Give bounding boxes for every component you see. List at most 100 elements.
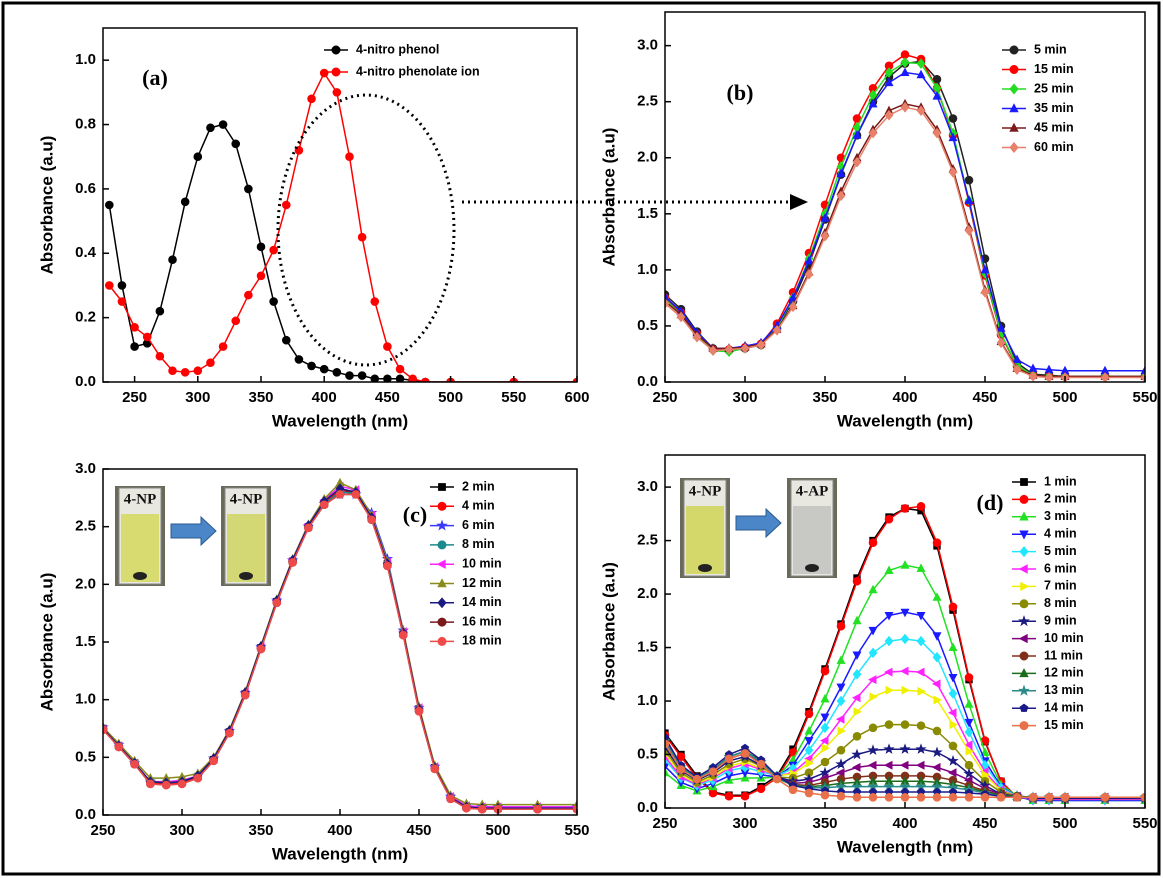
marker xyxy=(835,768,845,778)
marker xyxy=(916,721,926,730)
legend-marker xyxy=(1020,478,1028,486)
marker xyxy=(836,695,846,707)
catalyst xyxy=(133,572,147,580)
catalyst xyxy=(805,564,819,572)
vial-label: 4-NP xyxy=(124,491,157,507)
marker xyxy=(836,621,846,631)
marker xyxy=(345,371,354,380)
marker xyxy=(462,803,471,813)
marker xyxy=(980,264,990,274)
marker xyxy=(948,741,958,751)
marker xyxy=(900,793,910,802)
marker xyxy=(1012,364,1022,375)
marker xyxy=(665,298,670,309)
x-tick-label: 400 xyxy=(327,822,352,839)
legend-marker xyxy=(1020,581,1030,592)
marker xyxy=(272,598,282,608)
marker xyxy=(155,351,165,361)
marker xyxy=(916,58,926,69)
marker xyxy=(883,667,893,677)
marker xyxy=(916,793,926,802)
x-axis-title: Wavelength (nm) xyxy=(272,411,408,430)
x-tick-label: 550 xyxy=(564,822,589,839)
x-tick-label: 500 xyxy=(1052,815,1077,832)
marker xyxy=(852,793,862,802)
y-tick-label: 1.0 xyxy=(75,51,96,68)
marker xyxy=(820,213,830,222)
marker xyxy=(820,230,830,242)
marker xyxy=(740,749,750,758)
y-tick-label: 3.0 xyxy=(637,478,658,495)
marker xyxy=(1140,372,1145,382)
marker xyxy=(665,739,670,749)
marker xyxy=(180,197,190,207)
vial-label: 4-NP xyxy=(230,491,263,507)
marker xyxy=(804,269,814,280)
marker xyxy=(867,760,877,770)
marker xyxy=(932,127,942,139)
marker xyxy=(804,709,814,719)
legend-marker xyxy=(1009,142,1019,153)
marker xyxy=(1044,793,1054,802)
legend-label: 25 min xyxy=(1034,81,1074,95)
x-tick-label: 450 xyxy=(972,815,997,832)
legend-label: 15 min xyxy=(1034,62,1074,76)
x-tick-label: 450 xyxy=(972,389,997,406)
marker xyxy=(900,633,910,645)
marker xyxy=(225,728,234,738)
x-tick-label: 400 xyxy=(892,815,917,832)
y-tick-label: 0.4 xyxy=(75,244,97,261)
marker xyxy=(819,736,829,746)
marker xyxy=(345,152,354,162)
marker xyxy=(231,316,241,326)
legend-marker xyxy=(437,636,447,646)
marker xyxy=(335,490,345,499)
marker xyxy=(708,788,718,798)
marker xyxy=(692,331,702,343)
marker xyxy=(383,561,392,571)
marker xyxy=(884,67,894,78)
marker xyxy=(370,297,380,306)
marker xyxy=(884,109,894,121)
marker xyxy=(772,325,782,336)
marker xyxy=(932,632,942,641)
marker xyxy=(307,94,316,104)
x-tick-label: 250 xyxy=(122,389,147,406)
marker xyxy=(900,504,910,513)
marker xyxy=(740,343,750,354)
marker xyxy=(916,502,926,511)
marker xyxy=(1028,793,1038,802)
marker xyxy=(917,686,927,696)
marker xyxy=(884,514,894,524)
legend-label: 5 min xyxy=(1034,42,1067,56)
legend-label: 1 min xyxy=(1044,474,1077,488)
legend-label: 13 min xyxy=(1044,683,1084,697)
marker xyxy=(788,785,798,795)
marker xyxy=(885,685,895,695)
marker xyxy=(370,374,380,382)
marker xyxy=(852,732,862,741)
marker xyxy=(965,746,975,756)
marker xyxy=(964,225,974,236)
marker xyxy=(724,791,734,801)
marker xyxy=(964,195,974,204)
marker xyxy=(837,726,847,736)
marker xyxy=(932,726,942,736)
marker xyxy=(868,626,878,636)
x-tick-label: 300 xyxy=(169,822,194,839)
marker xyxy=(572,377,577,382)
marker xyxy=(1140,793,1145,802)
y-tick-label: 0.0 xyxy=(75,806,96,823)
panel-label: (a) xyxy=(142,65,168,90)
marker xyxy=(980,747,990,756)
legend-marker xyxy=(1009,65,1019,75)
marker xyxy=(319,364,329,374)
marker xyxy=(820,693,830,703)
y-tick-label: 3.0 xyxy=(75,460,96,477)
marker xyxy=(964,175,974,185)
marker xyxy=(900,608,910,618)
y-tick-label: 0.5 xyxy=(75,748,96,765)
x-tick-label: 300 xyxy=(185,389,210,406)
x-tick-label: 500 xyxy=(485,822,510,839)
marker xyxy=(477,804,487,814)
